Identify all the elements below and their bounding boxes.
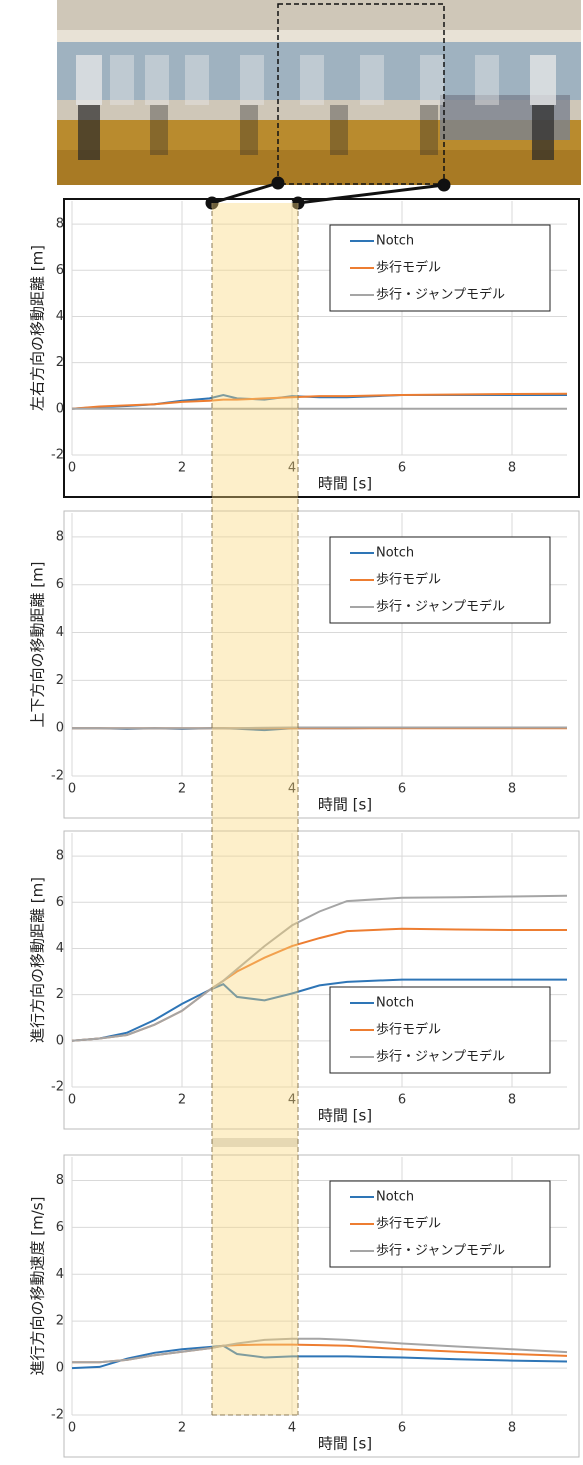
y-tick-label: 2 xyxy=(56,673,64,688)
y-tick-label: 8 xyxy=(56,529,64,544)
y-axis-title: 進行方向の移動速度 [m/s] xyxy=(29,1197,47,1376)
line-chart: -2 0 2 4 6 8 0 2 4 6 8 時間 [s] 進行方向の移動速度 [m/s] Notch 歩行… xyxy=(29,1155,580,1457)
x-tick-label: 8 xyxy=(508,1421,516,1436)
x-tick-label: 2 xyxy=(178,782,186,797)
x-tick-label: 2 xyxy=(178,461,186,476)
legend-label: 歩行・ジャンプモデル xyxy=(376,599,505,615)
x-tick-label: 8 xyxy=(508,782,516,797)
y-tick-label: 8 xyxy=(56,849,64,864)
y-axis-title: 左右方向の移動距離 [m] xyxy=(29,245,47,411)
legend-label: 歩行モデル xyxy=(376,1022,441,1038)
legend-label: 歩行・ジャンプモデル xyxy=(376,1049,505,1065)
y-tick-label: -2 xyxy=(51,1408,64,1423)
y-tick-label: 6 xyxy=(56,263,64,278)
series-line xyxy=(72,394,567,409)
legend-label: 歩行・ジャンプモデル xyxy=(376,287,505,303)
x-tick-label: 8 xyxy=(508,1093,516,1108)
x-tick-label: 8 xyxy=(508,461,516,476)
legend-label: Notch xyxy=(376,996,414,1011)
x-tick-label: 2 xyxy=(178,1093,186,1108)
y-tick-label: 4 xyxy=(56,941,64,956)
x-tick-label: 2 xyxy=(178,1421,186,1436)
x-tick-label: 6 xyxy=(398,1093,406,1108)
legend-label: Notch xyxy=(376,234,414,249)
x-axis-title: 時間 [s] xyxy=(318,1107,372,1125)
y-tick-label: 6 xyxy=(56,577,64,592)
y-tick-label: 8 xyxy=(56,217,64,232)
y-tick-label: 0 xyxy=(56,1361,64,1376)
y-tick-label: 2 xyxy=(56,355,64,370)
legend-label: Notch xyxy=(376,1190,414,1205)
y-axis-title: 上下方向の移動距離 [m] xyxy=(29,561,47,727)
y-tick-label: 4 xyxy=(56,625,64,640)
y-tick-label: 8 xyxy=(56,1173,64,1188)
y-tick-label: -2 xyxy=(51,769,64,784)
x-tick-label: 0 xyxy=(68,1093,76,1108)
x-axis-title: 時間 [s] xyxy=(318,1435,372,1453)
y-tick-label: 0 xyxy=(56,401,64,416)
y-tick-label: 0 xyxy=(56,1033,64,1048)
x-tick-label: 6 xyxy=(398,461,406,476)
legend-label: 歩行・ジャンプモデル xyxy=(376,1243,505,1259)
y-tick-label: 6 xyxy=(56,895,64,910)
y-tick-label: -2 xyxy=(51,1080,64,1095)
x-tick-label: 6 xyxy=(398,782,406,797)
y-tick-label: -2 xyxy=(51,448,64,463)
series-line xyxy=(72,728,567,729)
y-axis-title: 進行方向の移動距離 [m] xyxy=(29,877,47,1043)
photo xyxy=(57,0,581,185)
y-tick-label: 4 xyxy=(56,309,64,324)
legend-label: 歩行モデル xyxy=(376,260,441,276)
y-tick-label: 4 xyxy=(56,1267,64,1282)
charts: -2 0 2 4 6 8 0 2 4 6 8 時間 [s] 左右方向の移動距離 [m] Notch 歩行モデ… xyxy=(29,199,580,1457)
highlight-band xyxy=(212,203,298,1415)
y-tick-label: 2 xyxy=(56,1314,64,1329)
legend-label: Notch xyxy=(376,546,414,561)
figure: -2 0 2 4 6 8 0 2 4 6 8 時間 [s] 左右方向の移動距離 [m] Notch 歩行モデ… xyxy=(0,0,583,1461)
x-axis-title: 時間 [s] xyxy=(318,796,372,814)
x-tick-label: 4 xyxy=(288,1421,296,1436)
x-tick-label: 0 xyxy=(68,461,76,476)
x-tick-label: 0 xyxy=(68,782,76,797)
x-tick-label: 6 xyxy=(398,1421,406,1436)
x-tick-label: 0 xyxy=(68,1421,76,1436)
y-tick-label: 0 xyxy=(56,721,64,736)
y-tick-label: 2 xyxy=(56,987,64,1002)
legend-label: 歩行モデル xyxy=(376,1216,441,1232)
series-line xyxy=(72,1339,567,1362)
legend-label: 歩行モデル xyxy=(376,572,441,588)
y-tick-label: 6 xyxy=(56,1220,64,1235)
x-axis-title: 時間 [s] xyxy=(318,475,372,493)
